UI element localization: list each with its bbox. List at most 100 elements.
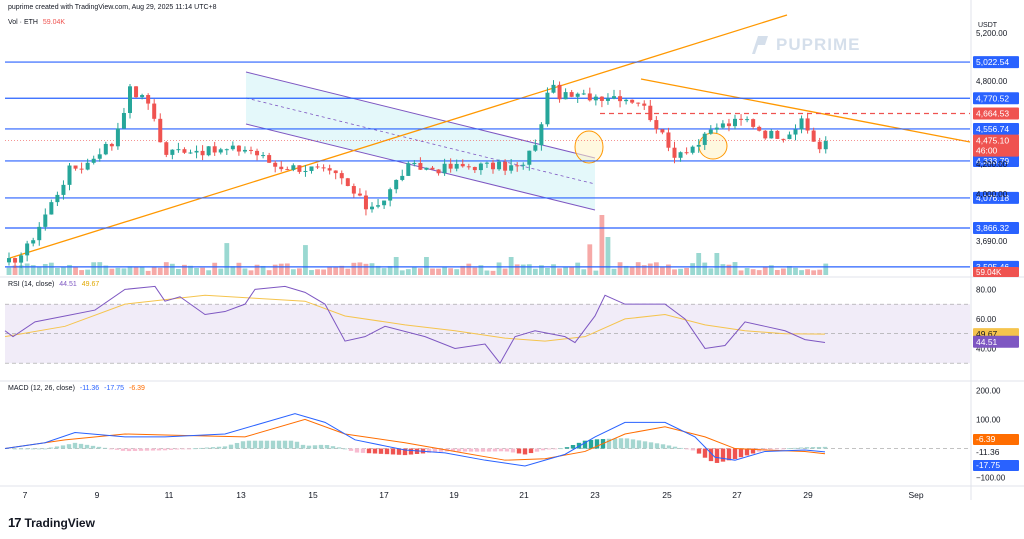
volume-bar (200, 267, 205, 275)
volume-bar (212, 262, 218, 275)
price-tick-label: 4,200.00 (976, 160, 1008, 169)
macd-histogram-bar (312, 445, 318, 449)
time-tick-label: 17 (379, 490, 389, 500)
rsi-legend-title: RSI (14, close) (8, 281, 55, 288)
macd-legend-value-3: -6.39 (128, 385, 145, 392)
macd-legend-title: MACD (12, 26, close) (8, 385, 75, 392)
candle-body (751, 119, 756, 127)
volume-bar (351, 262, 357, 275)
macd-hist-badge (973, 434, 1019, 445)
macd-histogram-bar (54, 446, 60, 449)
macd-histogram-bar (588, 439, 594, 449)
volume-bar (641, 265, 647, 275)
candle-body (648, 105, 653, 121)
candle-body (442, 163, 447, 174)
volume-bar (133, 267, 139, 275)
candle-body (128, 86, 132, 113)
volume-bar (726, 264, 732, 275)
macd-histogram-bar (690, 448, 696, 451)
candle-body (212, 146, 217, 153)
macd-histogram-bar (114, 448, 120, 450)
candle-body (503, 161, 508, 171)
volume-bar (496, 262, 502, 275)
macd-histogram-bar (636, 440, 642, 449)
macd-histogram-bar (594, 439, 600, 449)
volume-bar (242, 268, 248, 275)
macd-histogram-bar (738, 448, 744, 458)
macd-histogram-bar (780, 448, 786, 450)
macd-histogram-bar (402, 448, 408, 456)
volume-legend-label: Vol · ETH (8, 19, 38, 26)
volume-bar (678, 268, 683, 275)
macd-histogram-bar (156, 448, 162, 451)
volume-bar (91, 262, 97, 275)
volume-bar (145, 270, 151, 275)
volume-bar (182, 264, 187, 275)
candle-body (273, 162, 278, 167)
time-tick-label: 11 (165, 490, 174, 500)
volume-bar (532, 268, 538, 275)
candle-body (103, 143, 108, 155)
macd-histogram-bar (60, 445, 66, 449)
volume-bar (575, 262, 581, 275)
volume-bar (333, 267, 339, 275)
volume-bar (744, 268, 750, 275)
volume-bar (520, 264, 526, 275)
candle-body (763, 130, 768, 139)
volume-bar (696, 253, 702, 275)
price-axis: 5,022.54 4,770.52 4,556.74 4,333.79 4,076.18… (973, 29, 1019, 483)
macd-histogram-bar (768, 448, 774, 450)
candle-body (249, 149, 253, 151)
candle-body (55, 194, 60, 203)
candle-body (115, 128, 120, 147)
macd-histogram-bar (540, 448, 546, 451)
volume-bar (357, 262, 363, 275)
candle-body (261, 155, 266, 157)
candle-body (605, 98, 610, 101)
volume-bar (194, 268, 199, 275)
candle-body (19, 255, 24, 263)
macd-histogram-bar (612, 438, 618, 449)
volume-bar (218, 268, 224, 275)
candle-body (327, 168, 332, 171)
price-level-label: 3,595.46 (976, 262, 1009, 272)
volume-bar (617, 262, 623, 275)
macd-histogram-bar (762, 448, 768, 450)
volume-bar (42, 263, 48, 275)
candle-body (7, 258, 11, 263)
macd-histogram-bar (330, 446, 336, 449)
candle-body (672, 147, 677, 158)
time-tick-label: 15 (308, 490, 318, 500)
volume-bar (109, 268, 115, 275)
candle-body (581, 93, 586, 95)
macd-histogram-bar (384, 448, 390, 455)
candle-body (170, 149, 175, 155)
candle-body (497, 161, 502, 170)
macd-histogram-bar (456, 448, 462, 452)
candle-body (720, 123, 725, 128)
candle-body (315, 166, 320, 168)
volume-bar (55, 267, 60, 275)
volume-bar (647, 263, 653, 275)
macd-legend-value-1: -11.36 (79, 385, 100, 392)
candle-body (406, 163, 411, 176)
candle-body (702, 133, 707, 145)
macd-histogram-bar (234, 442, 240, 449)
candle-body (309, 166, 314, 171)
volume-bar (411, 266, 417, 275)
macd-histogram-bar (36, 448, 42, 450)
volume-bar (768, 265, 774, 275)
volume-bar (121, 268, 127, 275)
macd-histogram-bar (570, 445, 576, 449)
volume-bar (545, 267, 550, 275)
macd-histogram-bar (102, 447, 108, 449)
candle-body (666, 132, 671, 148)
rsi-tick-label: 60.00 (976, 315, 997, 324)
macd-histogram-bar (84, 444, 90, 449)
volume-bar (321, 269, 326, 275)
price-tick-label: 4,000.00 (976, 190, 1008, 199)
macd-badge-label: -11.36 (976, 447, 1000, 457)
candle-body (37, 226, 42, 241)
tradingview-logo-icon: 17 (8, 515, 22, 530)
macd-histogram-bar (150, 448, 156, 451)
